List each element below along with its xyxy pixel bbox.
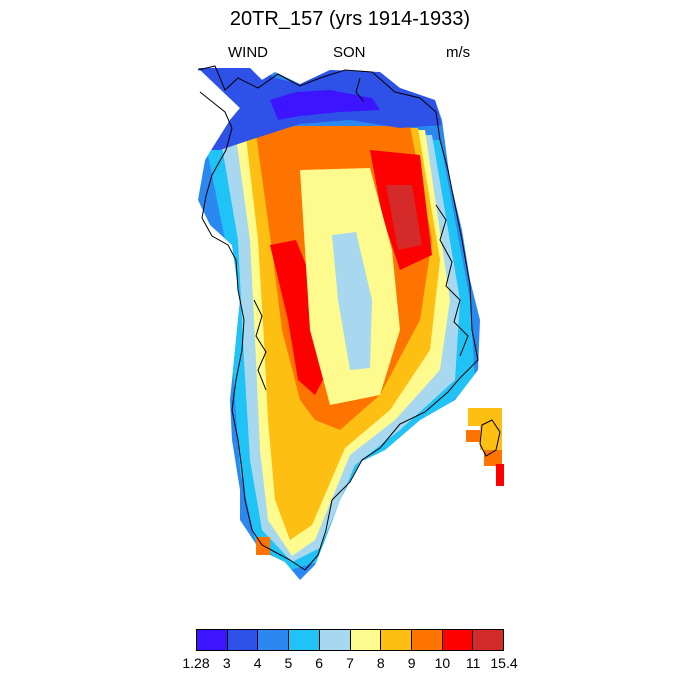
coastline-fjord <box>355 77 365 103</box>
colorbar-tick-label: 7 <box>346 655 354 671</box>
map-title: 20TR_157 (yrs 1914-1933) <box>229 8 471 30</box>
wind-field <box>198 68 480 580</box>
season-label: SON <box>333 44 366 61</box>
colorbar-tick-label: 3 <box>222 655 231 671</box>
island-cell <box>484 450 502 466</box>
coastline-inner-east <box>435 204 469 357</box>
colorbar-tick-label: 1.28 <box>182 655 210 671</box>
colorbar <box>196 629 504 651</box>
colorbar-swatch <box>473 630 504 650</box>
island-cell <box>480 426 502 450</box>
colorbar-tick-label: 10 <box>434 655 451 671</box>
colorbar-tick-label: 6 <box>315 655 324 671</box>
island-cell <box>466 430 480 442</box>
colorbar-tick-label: 5 <box>284 655 293 671</box>
north-coast-violet <box>270 90 380 120</box>
coastline <box>197 65 501 571</box>
colorbar-swatch <box>289 630 320 650</box>
coastline-island <box>479 419 501 457</box>
southeast-island-field <box>466 408 504 486</box>
units-label: m/s <box>446 44 471 61</box>
coastline-inner-west <box>253 299 267 391</box>
core-lightblue <box>332 232 372 370</box>
colorbar-swatch <box>381 630 412 650</box>
island-cell <box>496 464 504 486</box>
colorbar-swatch <box>442 630 474 650</box>
colorbar-swatch <box>197 630 228 650</box>
band-darkred <box>386 185 422 250</box>
colorbar-swatch <box>411 630 443 650</box>
colorbar-swatch <box>258 630 290 650</box>
colorbar-tick-label: 15.4 <box>490 655 518 671</box>
colorbar-tick-label: 11 <box>465 655 481 671</box>
colorbar-tick-label: 9 <box>407 655 416 671</box>
band-red-west <box>270 240 328 395</box>
colorbar-swatch <box>350 630 382 650</box>
colorbar-swatch <box>227 630 259 650</box>
colorbar-swatch <box>319 630 351 650</box>
colorbar-tick-label: 4 <box>253 655 262 671</box>
coastline-main <box>197 65 479 571</box>
variable-label: WIND <box>228 44 268 61</box>
colorbar-tick-label: 8 <box>376 655 385 671</box>
